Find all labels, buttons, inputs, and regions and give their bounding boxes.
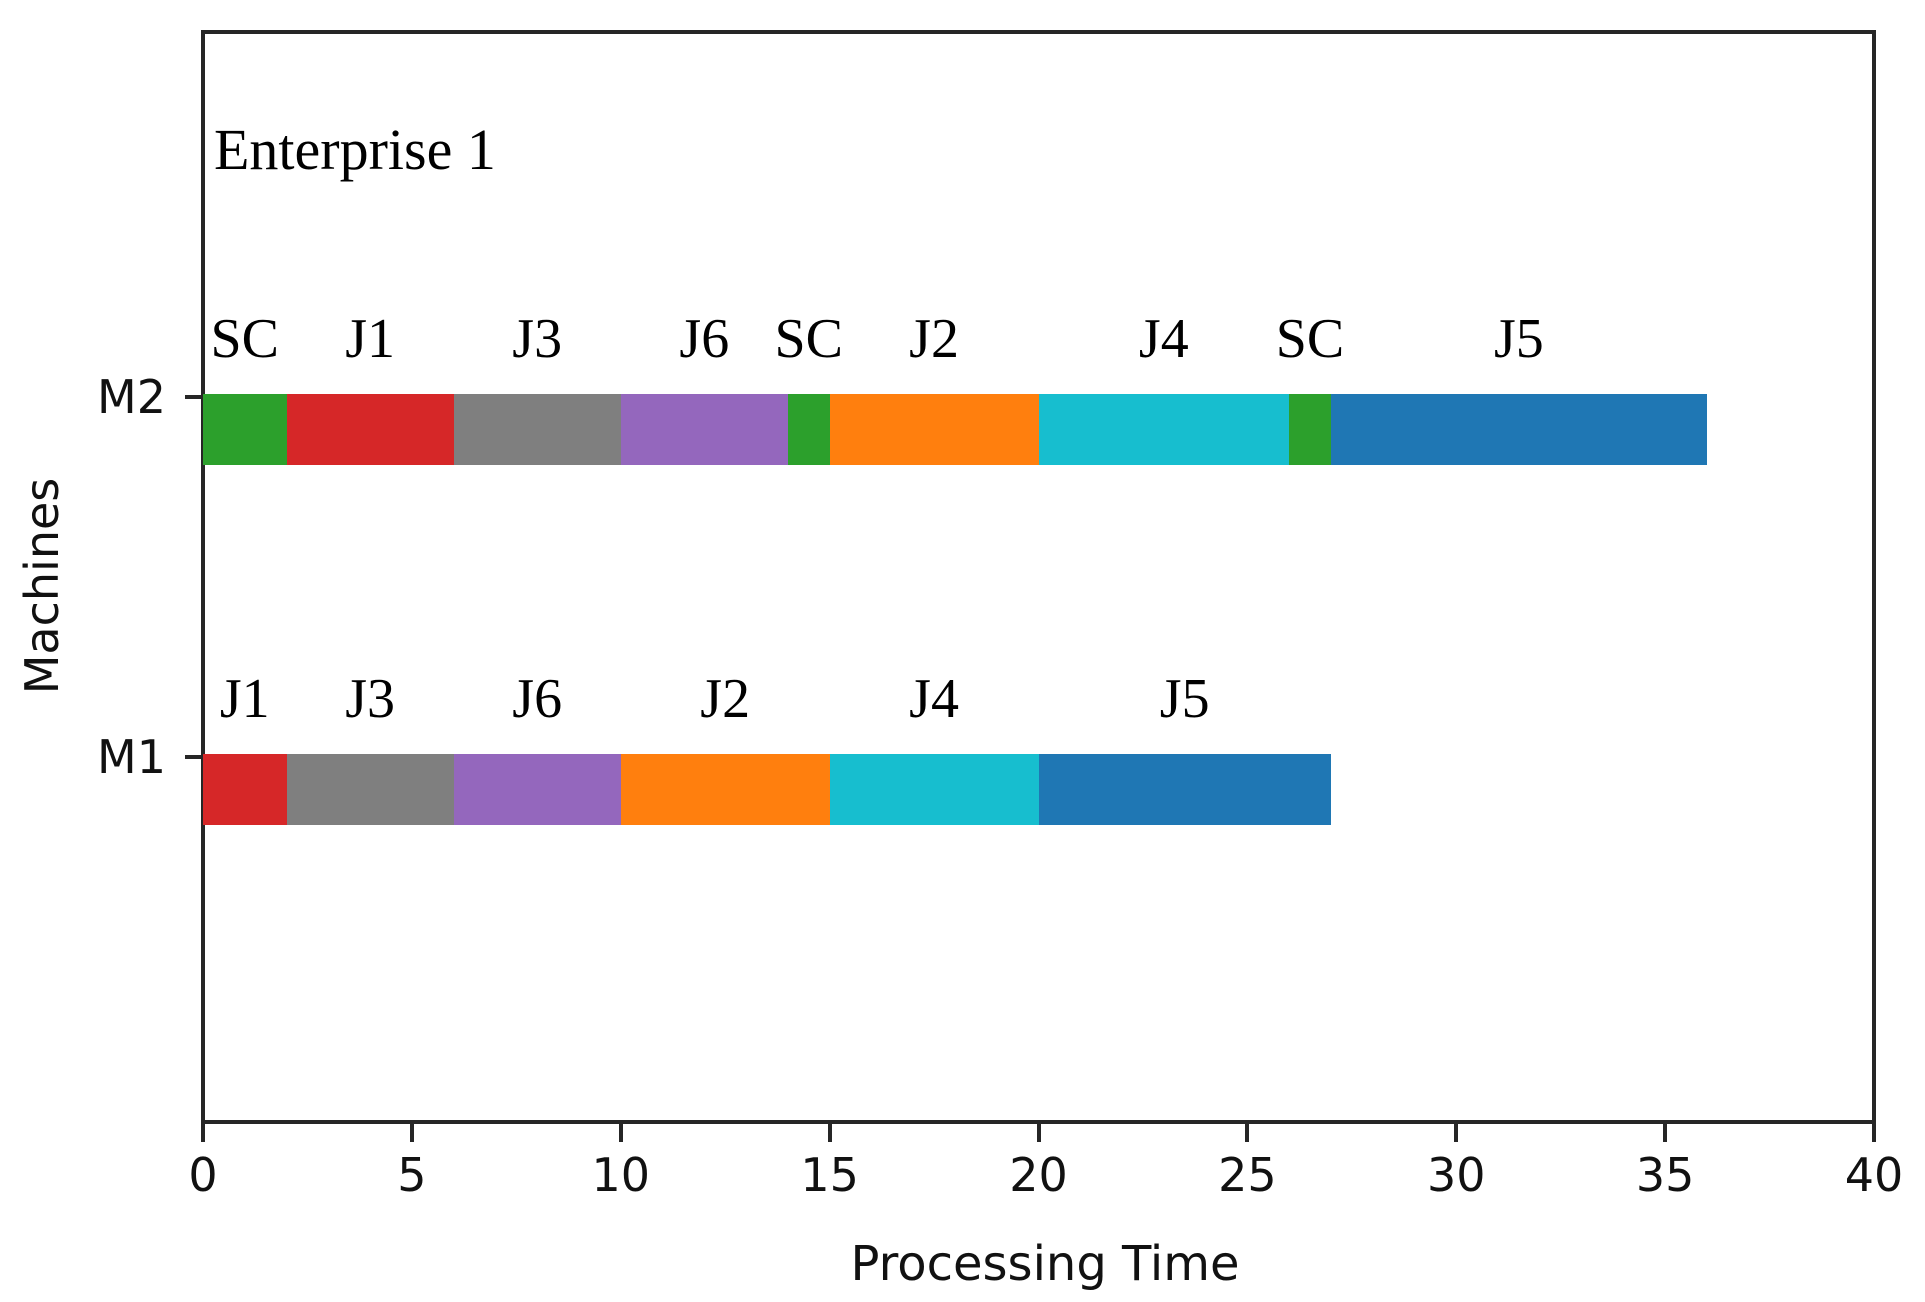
segment-label-m2-j5: J5: [1494, 308, 1544, 370]
bar-segment-m2-j2: [829, 394, 1039, 465]
segment-label-m1-j2: J2: [700, 668, 751, 730]
y-tick-label-m2: M2: [97, 370, 166, 424]
bar-segment-m1-j4: [829, 754, 1039, 825]
plot-area: [201, 30, 1876, 1124]
segment-label-m1-j5: J5: [1159, 668, 1210, 730]
x-tick-label-35: 35: [1635, 1148, 1695, 1202]
bar-segment-m2-sc: [787, 394, 830, 465]
x-tick-mark-25: [1245, 1124, 1250, 1142]
segment-label-m1-j4: J4: [909, 668, 959, 730]
x-tick-label-25: 25: [1218, 1148, 1277, 1202]
x-tick-label-40: 40: [1844, 1148, 1904, 1202]
segment-label-m1-j1: J1: [219, 668, 270, 730]
x-tick-mark-30: [1454, 1124, 1459, 1142]
x-tick-label-20: 20: [1009, 1148, 1068, 1202]
x-tick-mark-10: [618, 1124, 623, 1142]
bar-segment-m1-j2: [620, 754, 830, 825]
bar-segment-m2-j5: [1330, 394, 1707, 465]
bar-segment-m1-j6: [453, 754, 621, 825]
segment-label-m2-sc: SC: [774, 308, 843, 370]
x-tick-mark-35: [1663, 1124, 1668, 1142]
bar-segment-m1-j1: [203, 754, 287, 825]
x-tick-label-10: 10: [591, 1148, 651, 1202]
chart-title: Enterprise 1: [214, 117, 496, 182]
y-axis-label: Machines: [15, 477, 69, 695]
segment-label-m2-j3: J3: [512, 308, 563, 370]
x-tick-label-15: 15: [800, 1148, 859, 1202]
x-tick-mark-20: [1036, 1124, 1041, 1142]
x-tick-mark-15: [827, 1124, 832, 1142]
x-tick-label-0: 0: [188, 1148, 218, 1202]
segment-label-m1-j3: J3: [345, 668, 395, 730]
segment-label-m2-sc: SC: [1275, 308, 1345, 370]
x-tick-mark-5: [409, 1124, 414, 1142]
x-tick-mark-40: [1872, 1124, 1876, 1142]
y-tick-mark-m1: [185, 755, 201, 759]
bar-segment-m2-j6: [620, 394, 788, 465]
segment-label-m2-j6: J6: [679, 308, 730, 370]
bar-segment-m2-sc: [1289, 394, 1331, 465]
segment-label-m1-j6: J6: [512, 668, 563, 730]
bar-segment-m2-sc: [203, 394, 287, 465]
x-tick-label-30: 30: [1426, 1148, 1486, 1202]
segment-label-m2-j4: J4: [1138, 308, 1189, 370]
bar-segment-m2-j3: [453, 394, 621, 465]
bar-segment-m2-j1: [286, 394, 454, 465]
segment-label-m2-j2: J2: [909, 308, 959, 370]
x-axis-label: Processing Time: [850, 1236, 1240, 1292]
x-tick-label-5: 5: [397, 1148, 427, 1202]
x-tick-mark-0: [201, 1124, 205, 1142]
bar-segment-m2-j4: [1038, 394, 1290, 465]
y-tick-label-m1: M1: [97, 730, 166, 784]
segment-label-m2-j1: J1: [345, 308, 395, 370]
bar-segment-m1-j5: [1038, 754, 1331, 825]
bar-segment-m1-j3: [286, 754, 454, 825]
y-tick-mark-m2: [185, 395, 201, 399]
segment-label-m2-sc: SC: [210, 308, 280, 370]
